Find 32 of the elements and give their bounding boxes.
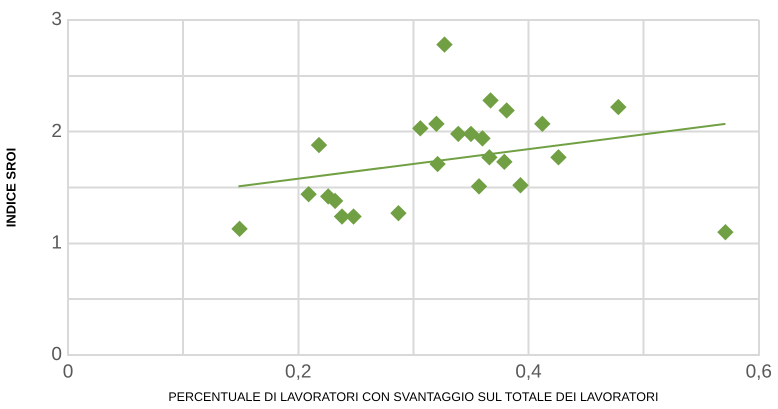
point bbox=[717, 224, 734, 240]
y-tick-label: 1 bbox=[51, 232, 62, 254]
point bbox=[430, 156, 446, 172]
point bbox=[412, 120, 428, 136]
x-tick-label: 0,4 bbox=[515, 362, 542, 383]
point bbox=[498, 102, 515, 118]
y-tick-label: 0 bbox=[51, 344, 62, 366]
point bbox=[534, 116, 550, 132]
point bbox=[474, 130, 490, 146]
point bbox=[310, 137, 327, 154]
x-tick-label: 0,2 bbox=[285, 362, 312, 383]
point bbox=[481, 149, 498, 166]
point bbox=[436, 36, 452, 53]
point bbox=[450, 126, 466, 142]
point bbox=[327, 192, 344, 209]
y-tick-label: 2 bbox=[51, 120, 62, 142]
point bbox=[232, 220, 248, 237]
y-tick-label: 3 bbox=[51, 9, 62, 30]
point bbox=[610, 99, 626, 116]
point bbox=[471, 178, 488, 194]
point bbox=[496, 154, 512, 170]
point bbox=[462, 126, 479, 142]
y-axis-title: INDICE SROI bbox=[3, 148, 18, 228]
point bbox=[300, 186, 317, 202]
x-axis-title: PERCENTUALE DI LAVORATORI CON SVANTAGGIO SUL TOTALE DEI LAVORATORI bbox=[168, 390, 658, 404]
point bbox=[550, 149, 566, 166]
point bbox=[390, 205, 406, 222]
x-tick-label: 0,6 bbox=[746, 362, 772, 383]
point bbox=[346, 208, 362, 225]
point bbox=[428, 116, 444, 132]
point bbox=[512, 177, 528, 194]
point bbox=[482, 92, 499, 108]
